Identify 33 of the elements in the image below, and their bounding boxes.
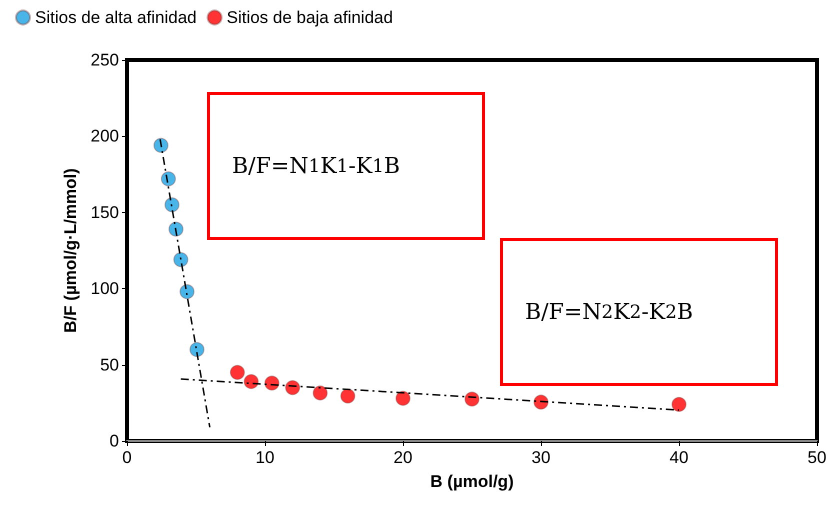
legend-label: Sitios de baja afinidad (226, 8, 393, 27)
y-tick-label: 100 (90, 279, 119, 298)
x-tick-label: 50 (808, 448, 826, 467)
x-tick-label: 0 (122, 448, 132, 467)
point (189, 342, 204, 358)
point (396, 390, 410, 406)
x-tick-label: 30 (532, 448, 550, 467)
y-tick-label: 150 (90, 202, 119, 222)
x-tick-label: 10 (256, 448, 274, 467)
point (160, 171, 176, 186)
point (285, 380, 300, 396)
point (168, 222, 184, 237)
legend-label: Sitios de alta afinidad (35, 8, 197, 27)
point (672, 396, 686, 412)
y-axis-title: B/F (µmol/g·L/mmol) (61, 168, 80, 333)
point (312, 385, 328, 400)
point (464, 392, 480, 407)
point (340, 388, 356, 404)
point (180, 284, 195, 300)
x-tick-label: 20 (394, 448, 412, 467)
y-tick-label: 200 (90, 126, 119, 146)
point (153, 138, 168, 153)
y-tick-label: 0 (110, 432, 119, 450)
point (534, 394, 548, 410)
y-tick-label: 250 (90, 50, 119, 70)
point (244, 374, 259, 390)
x-axis-title: B (µmol/g) (430, 472, 514, 491)
point (164, 197, 180, 212)
y-tick-label: 50 (100, 355, 119, 374)
point (173, 252, 188, 268)
point (264, 376, 280, 391)
x-tick-label: 40 (670, 448, 688, 467)
point (230, 364, 245, 380)
